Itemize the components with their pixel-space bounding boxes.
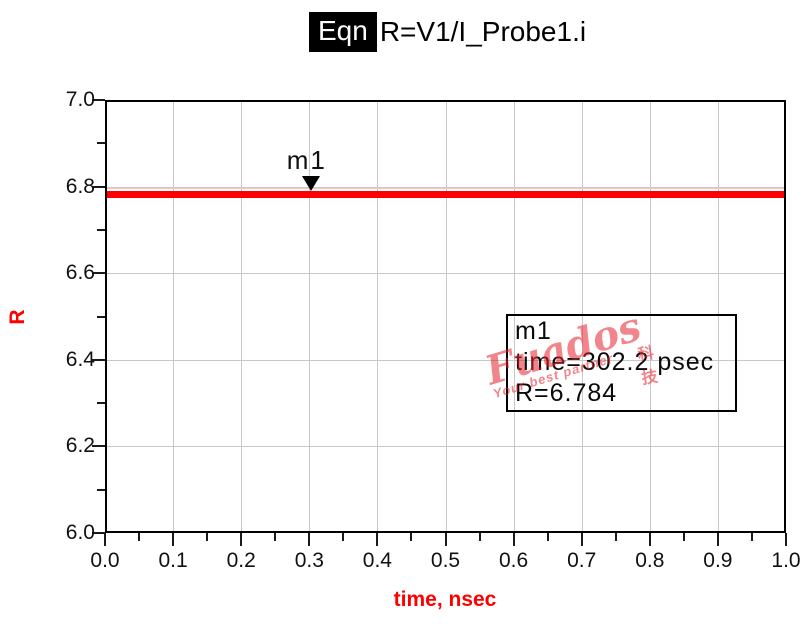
gridline-vertical xyxy=(513,102,515,531)
x-axis-tick xyxy=(376,533,379,546)
y-tick-label: 6.4 xyxy=(65,347,95,371)
plot-area: m1 m1 time=302.2 psec R=6.784 Fuados You… xyxy=(105,100,786,533)
equation-text[interactable]: R=V1/I_Probe1.i xyxy=(379,16,587,47)
gridline-horizontal xyxy=(107,186,784,188)
x-axis-tick xyxy=(512,533,515,546)
x-axis-title: time, nsec xyxy=(393,588,497,611)
gridline-vertical xyxy=(445,102,447,531)
gridline-vertical xyxy=(173,102,175,531)
equation-title: Eqn R=V1/I_Probe1.i xyxy=(309,12,586,52)
x-tick-label: 0.4 xyxy=(362,549,392,572)
y-tick-label: 7.0 xyxy=(65,88,95,111)
x-axis-minor-tick xyxy=(274,533,277,541)
x-axis-tick xyxy=(172,533,175,546)
x-tick-label: 0.0 xyxy=(90,549,120,572)
x-axis-minor-tick xyxy=(546,533,549,541)
x-axis-tick xyxy=(444,533,447,546)
x-axis-minor-tick xyxy=(206,533,209,541)
y-axis-title: R xyxy=(6,309,29,325)
x-axis-tick xyxy=(716,533,719,546)
y-axis-minor-tick xyxy=(97,228,105,231)
y-tick-label: 6.2 xyxy=(65,434,95,458)
x-tick-label: 0.7 xyxy=(567,549,597,572)
gridline-horizontal xyxy=(107,446,784,448)
gridline-horizontal xyxy=(107,273,784,275)
x-axis-tick xyxy=(104,533,106,546)
readout-marker-id: m1 xyxy=(515,317,552,345)
y-axis-tick xyxy=(92,358,105,361)
y-axis-minor-tick xyxy=(97,402,105,405)
x-axis-minor-tick xyxy=(410,533,413,541)
gridline-vertical xyxy=(241,102,243,531)
y-axis-tick xyxy=(92,99,105,101)
x-tick-label: 0.5 xyxy=(430,549,461,572)
x-axis-minor-tick xyxy=(342,533,345,541)
gridline-vertical xyxy=(717,102,719,531)
y-axis-minor-tick xyxy=(97,142,105,145)
x-axis-tick xyxy=(308,533,311,546)
y-axis-tick xyxy=(92,185,105,188)
x-axis-tick xyxy=(580,533,583,546)
x-axis-minor-tick xyxy=(682,533,685,541)
gridline-vertical xyxy=(309,102,311,531)
readout-r-value: R=6.784 xyxy=(515,379,618,407)
y-tick-label: 6.0 xyxy=(65,521,95,544)
eqn-badge[interactable]: Eqn xyxy=(309,12,377,52)
readout-time-value: time=302.2 psec xyxy=(515,348,715,376)
x-tick-label: 1.0 xyxy=(771,549,801,572)
series-trace-R[interactable] xyxy=(107,187,784,198)
x-axis-tick xyxy=(648,533,651,546)
y-tick-label: 6.8 xyxy=(65,174,95,198)
gridline-vertical xyxy=(649,102,651,531)
x-axis-minor-tick xyxy=(138,533,141,541)
x-tick-label: 0.2 xyxy=(226,549,256,572)
y-tick-label: 6.6 xyxy=(65,261,95,285)
x-tick-label: 0.3 xyxy=(294,549,324,572)
x-axis-tick xyxy=(240,533,243,546)
x-axis-minor-tick xyxy=(750,533,753,541)
x-axis-tick xyxy=(785,533,787,546)
x-tick-label: 0.9 xyxy=(703,549,733,572)
gridline-horizontal xyxy=(107,359,784,361)
y-axis-minor-tick xyxy=(97,488,105,491)
y-axis-tick xyxy=(92,532,105,534)
x-axis-minor-tick xyxy=(614,533,617,541)
y-axis-tick xyxy=(92,272,105,275)
x-tick-label: 0.6 xyxy=(498,549,529,572)
x-axis-minor-tick xyxy=(478,533,481,541)
x-tick-label: 0.8 xyxy=(635,549,665,572)
marker-m1-label[interactable]: m1 xyxy=(286,144,327,175)
marker-readout-box[interactable]: m1 time=302.2 psec R=6.784 xyxy=(506,314,737,412)
gridline-vertical xyxy=(581,102,583,531)
y-axis-tick xyxy=(92,445,105,448)
y-axis-minor-tick xyxy=(97,315,105,318)
gridline-vertical xyxy=(377,102,379,531)
x-tick-label: 0.1 xyxy=(158,549,188,572)
marker-m1-triangle-icon[interactable] xyxy=(301,175,320,191)
